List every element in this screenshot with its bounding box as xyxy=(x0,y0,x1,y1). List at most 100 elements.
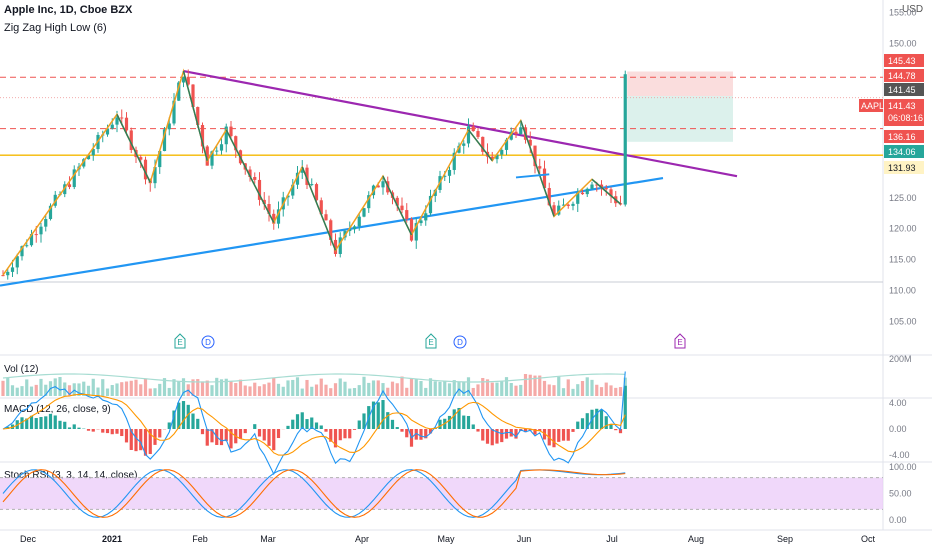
candle-body xyxy=(167,123,171,130)
volume-bar xyxy=(20,386,24,396)
volume-bar xyxy=(338,378,342,396)
macd-histogram-bar xyxy=(595,408,599,429)
candle-body xyxy=(295,172,300,185)
macd-histogram-bar xyxy=(405,429,409,438)
volume-bar xyxy=(162,378,167,396)
volume-bar xyxy=(447,383,452,396)
candle-body xyxy=(267,204,271,214)
candle-body xyxy=(262,199,266,205)
macd-histogram-bar xyxy=(172,410,176,429)
candle-body xyxy=(6,271,10,276)
event-marker-label: E xyxy=(428,338,433,347)
macd-histogram-bar xyxy=(110,429,114,435)
macd-histogram-bar xyxy=(381,400,385,429)
candle-body xyxy=(110,124,114,129)
volume-bar xyxy=(215,377,219,396)
volume-bar xyxy=(1,380,5,396)
macd-histogram-bar xyxy=(618,429,623,434)
macd-histogram-bar xyxy=(167,422,171,429)
volume-bar xyxy=(224,378,228,396)
price-axis-tag-label: 131.93 xyxy=(888,163,916,173)
candle-body xyxy=(124,117,129,131)
time-tick-label: Mar xyxy=(260,534,276,544)
time-tick-label: Jul xyxy=(606,534,618,544)
macd-histogram-bar xyxy=(134,429,138,452)
macd-histogram-bar xyxy=(148,429,152,454)
macd-histogram-bar xyxy=(571,429,575,432)
macd-line xyxy=(2,371,626,476)
volume-bar xyxy=(134,379,138,396)
volume-bar xyxy=(286,380,290,396)
volume-bar xyxy=(595,384,599,396)
macd-histogram-bar xyxy=(566,429,570,441)
macd-histogram-bar xyxy=(48,413,53,429)
volume-bar xyxy=(561,388,566,396)
volume-bar xyxy=(248,386,252,396)
volume-bar xyxy=(148,388,152,396)
macd-histogram-bar xyxy=(86,429,91,431)
volume-bar xyxy=(77,383,81,396)
volume-bar xyxy=(229,380,233,396)
macd-histogram-bar xyxy=(362,413,366,429)
candle-body xyxy=(143,159,148,180)
macd-histogram-bar xyxy=(580,418,585,429)
volume-bar xyxy=(333,383,338,396)
candle-body xyxy=(452,152,456,170)
volume-bar xyxy=(443,380,447,396)
macd-histogram-bar xyxy=(143,429,148,456)
macd-histogram-bar xyxy=(395,427,399,429)
macd-histogram-bar xyxy=(585,413,589,429)
volume-bar xyxy=(200,381,205,396)
volume-bar xyxy=(34,384,38,396)
volume-bar xyxy=(414,379,418,396)
macd-histogram-bar xyxy=(177,402,181,429)
volume-bar xyxy=(504,377,509,396)
zigzag-down-leg xyxy=(225,129,275,223)
zigzag-line xyxy=(2,68,621,276)
macd-histogram-bar xyxy=(333,429,338,448)
time-tick-label: Dec xyxy=(20,534,37,544)
candle-body xyxy=(457,145,461,153)
volume-bar xyxy=(281,386,285,396)
volume-bar xyxy=(367,382,371,396)
macd-histogram-bar xyxy=(191,413,195,429)
volume-bar xyxy=(528,374,532,396)
candle-body xyxy=(490,156,494,160)
volume-bar xyxy=(390,381,395,396)
candle-body xyxy=(314,184,319,201)
macd-histogram-bar xyxy=(291,419,295,429)
candle-body xyxy=(462,143,466,146)
volume-bar xyxy=(310,386,314,396)
candle-body xyxy=(210,151,214,166)
zigzag-down-leg xyxy=(116,114,151,183)
volume-bar xyxy=(191,379,195,396)
volume-bar xyxy=(604,382,608,396)
candle-body xyxy=(542,168,547,189)
volume-bar xyxy=(205,380,209,396)
macd-histogram-bar xyxy=(219,429,224,446)
macd-histogram-bar xyxy=(257,429,262,437)
price-tick-label: 105.00 xyxy=(889,316,917,326)
macd-histogram-bar xyxy=(310,417,314,429)
macd-histogram-bar xyxy=(20,417,24,429)
price-axis-tag xyxy=(884,83,924,96)
last-price-label: 141.43 xyxy=(888,101,916,111)
downtrend-line xyxy=(183,70,738,178)
stoch-k-line xyxy=(2,469,626,518)
macd-histogram-bar xyxy=(105,429,110,434)
volume-bar xyxy=(219,379,224,396)
volume-bar xyxy=(153,388,157,396)
volume-bar xyxy=(110,385,114,396)
macd-histogram-bar xyxy=(272,429,276,451)
candle-body xyxy=(333,239,338,254)
candle-body xyxy=(200,125,205,147)
candle-body xyxy=(105,128,110,135)
volume-bar xyxy=(91,378,95,396)
macd-histogram-bar xyxy=(623,385,627,429)
countdown-label: 06:08:16 xyxy=(888,113,923,123)
candle-body xyxy=(10,267,15,272)
candle-body xyxy=(86,155,91,160)
candle-body xyxy=(219,144,224,151)
candle-body xyxy=(48,205,53,220)
